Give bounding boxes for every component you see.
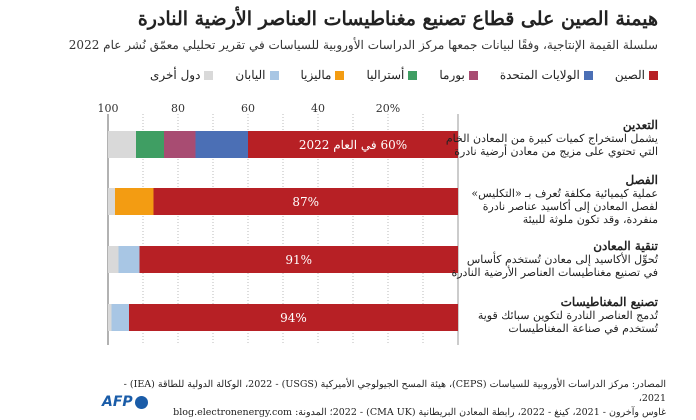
bar-segment [153, 188, 458, 215]
bar-segment [108, 246, 119, 273]
bar-segment [195, 131, 248, 158]
legend: الصين الولايات المتحدة بورما أستراليا ماليزي… [150, 68, 658, 82]
chart-title: هيمنة الصين على قطاع تصنيع مغناطيسات الع… [137, 8, 658, 30]
bar-segment [108, 188, 115, 215]
legend-label: أستراليا [366, 68, 405, 82]
stage-description: التعدين يشمل استخراج كميات كبيرة من المعا… [428, 118, 658, 158]
stage-description: تصنيع المغناطيسات تُدمج العناصر النادرة ل… [428, 295, 658, 335]
legend-label: اليابان [235, 68, 266, 82]
legend-item: الصين [615, 68, 658, 82]
tick-label: 100 [98, 102, 119, 115]
stage-text: منفردة، وقد تكون ملوثة للبيئة [522, 213, 658, 226]
stage-name: التعدين [622, 118, 658, 132]
bar-segment [115, 188, 154, 215]
bar-segment [164, 131, 196, 158]
legend-item: اليابان [235, 68, 279, 82]
legend-label: الولايات المتحدة [499, 68, 580, 82]
stage-text: تُدمج العناصر النادرة لتكوين سبائك قوية [477, 309, 658, 322]
bar-segment [108, 304, 112, 331]
sources-line-2: غاوس وآخرون - 2021، كينغ - 2022، رابطة ا… [173, 407, 666, 418]
tick-label: 40 [311, 102, 325, 115]
bar-label: 87% [292, 195, 319, 209]
legend-label: ماليزيا [300, 68, 332, 82]
bar-segment [136, 131, 164, 158]
bar-segment [108, 131, 136, 158]
bar-segment [111, 304, 129, 331]
chart-subtitle: سلسلة القيمة الإنتاجية، وفقًا لبيانات جم… [68, 38, 658, 52]
legend-label: الصين [614, 68, 645, 82]
bar-segment [129, 304, 458, 331]
legend-item: ماليزيا [301, 68, 345, 82]
bar-segment [248, 131, 458, 158]
stage-text: لفصل المعادن إلى أكاسيد عناصر نادرة [482, 200, 658, 213]
stage-text: التي تحتوي على مزيج من معادن أرضية نادرة [454, 145, 658, 158]
bar-segment [118, 246, 140, 273]
sources-line-1: المصادر: مركز الدراسات الأوروبية للسياسا… [123, 379, 666, 404]
stage-name: تصنيع المغناطيسات [560, 295, 658, 309]
tick-label: 20% [376, 102, 400, 115]
legend-item: بورما [439, 68, 478, 82]
bar-label: 60% في العام 2022 [299, 138, 407, 152]
tick-label: 80 [171, 102, 185, 115]
tick-label: 60 [241, 102, 255, 115]
legend-item: دول أخرى [149, 68, 214, 82]
stage-text: يشمل استخراج كميات كبيرة من المعادن الخا… [445, 132, 658, 145]
legend-item: أستراليا [366, 68, 418, 82]
legend-label: بورما [439, 68, 465, 82]
stage-text: في تصنيع مغناطيسات العناصر الأرضية الناد… [451, 266, 658, 279]
stage-text: عملية كيميائية مكلفة تُعرف بـ «التكليس» [471, 187, 658, 200]
stage-text: تُحوِّل الأكاسيد إلى معادن تُستخدم كأساس [466, 253, 658, 266]
legend-item: الولايات المتحدة [500, 68, 593, 82]
stage-text: تُستخدم في صناعة المغناطيسات [508, 322, 658, 335]
stage-name: الفصل [625, 173, 658, 187]
legend-label: دول أخرى [149, 68, 201, 82]
bar-label: 91% [285, 253, 312, 267]
bar-label: 94% [280, 311, 307, 325]
stage-description: تنقية المعادن تُحوِّل الأكاسيد إلى معادن … [428, 239, 658, 279]
afp-logo: AFP [102, 394, 148, 410]
stage-name: تنقية المعادن [593, 239, 658, 253]
bar-segment [139, 246, 458, 273]
sources: المصادر: مركز الدراسات الأوروبية للسياسا… [106, 378, 666, 420]
stage-description: الفصل عملية كيميائية مكلفة تُعرف بـ «التك… [428, 173, 658, 226]
